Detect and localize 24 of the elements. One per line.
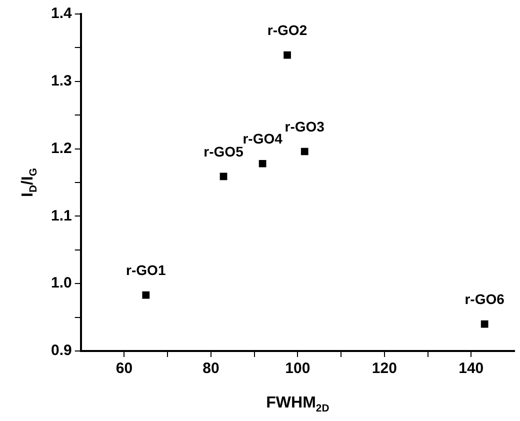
point bbox=[220, 172, 228, 180]
annotation: r-GO3 bbox=[284, 118, 325, 134]
point bbox=[258, 160, 266, 168]
annotation: r-GO6 bbox=[464, 290, 505, 307]
y-axis-title: ID/IG bbox=[19, 168, 40, 197]
annotation: r-GO4 bbox=[242, 130, 283, 146]
y-tick-label: 1.3 bbox=[50, 72, 72, 90]
x-tick-label: 140 bbox=[458, 360, 484, 378]
x-tick-label: 80 bbox=[202, 360, 220, 378]
y-tick-label: 1.0 bbox=[50, 274, 72, 292]
y-tick-label: 1.1 bbox=[50, 207, 72, 224]
point bbox=[142, 291, 150, 299]
annotation: r-GO1 bbox=[126, 262, 166, 278]
y-tick-label: 1.4 bbox=[50, 5, 72, 22]
x-tick-label: 60 bbox=[116, 360, 133, 378]
point bbox=[480, 320, 488, 328]
x-tick-label: 120 bbox=[372, 360, 397, 378]
y-tick-label: 1.2 bbox=[50, 140, 72, 157]
annotation: r-GO5 bbox=[204, 143, 244, 160]
y-tick-label: 0.9 bbox=[50, 342, 72, 360]
point bbox=[284, 51, 291, 59]
annotation: r-GO2 bbox=[267, 22, 308, 38]
x-tick-label: 100 bbox=[285, 360, 310, 378]
point bbox=[300, 148, 308, 156]
